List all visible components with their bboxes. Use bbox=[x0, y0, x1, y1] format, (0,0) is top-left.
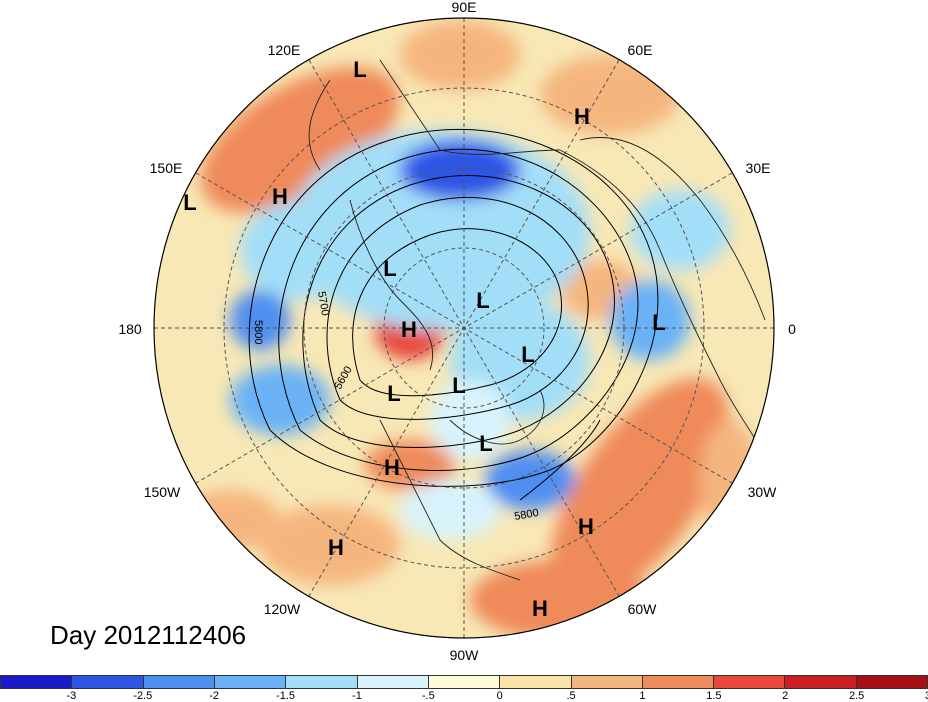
map-title: Day 2012112406 bbox=[50, 620, 247, 650]
pressure-center-high: H bbox=[384, 455, 400, 480]
colorbar-swatch bbox=[856, 675, 928, 689]
colorbar-swatch bbox=[214, 675, 287, 689]
pressure-center-high: H bbox=[401, 317, 417, 342]
contour-label: 5700 bbox=[315, 290, 331, 316]
pressure-center-low: L bbox=[383, 256, 396, 281]
lon-label-60w: 60W bbox=[628, 601, 658, 617]
colorbar-swatch bbox=[714, 675, 786, 689]
colorbar-swatch bbox=[642, 675, 715, 689]
pressure-center-high: H bbox=[574, 104, 590, 129]
colorbar-swatch bbox=[0, 675, 73, 689]
colorbar-swatch bbox=[72, 675, 144, 689]
colorbar-tick-label: -.5 bbox=[421, 690, 435, 702]
height-contours bbox=[248, 128, 659, 501]
colorbar-tick-label: 2.5 bbox=[848, 690, 865, 702]
colorbar-swatch bbox=[357, 675, 429, 689]
contour-label: 5800 bbox=[513, 507, 539, 523]
pressure-center-low: L bbox=[476, 288, 489, 313]
colorbar-tick-label: -2.5 bbox=[133, 690, 153, 702]
anomaly-field bbox=[154, 18, 774, 638]
colorbar-tick-label: 1.5 bbox=[706, 690, 722, 702]
lon-label-120e: 120E bbox=[268, 42, 301, 58]
graticule bbox=[154, 18, 774, 638]
contour-label: 5800 bbox=[252, 320, 264, 344]
colorbar-swatch bbox=[785, 675, 857, 689]
colorbar-tick-label: 0 bbox=[496, 690, 503, 702]
colorbar-swatch bbox=[428, 675, 501, 689]
pressure-center-low: L bbox=[353, 57, 366, 82]
pressure-center-low: L bbox=[652, 310, 665, 335]
lon-label-30e: 30E bbox=[746, 160, 771, 176]
pressure-center-low: L bbox=[183, 190, 196, 215]
lon-label-0: 0 bbox=[788, 321, 796, 337]
pressure-center-high: H bbox=[272, 184, 288, 209]
lon-label-150w: 150W bbox=[144, 484, 181, 500]
lon-label-30w: 30W bbox=[748, 484, 778, 500]
colorbar-swatch bbox=[286, 675, 358, 689]
colorbar-swatch bbox=[500, 675, 572, 689]
colorbar-tick-label: 3 bbox=[925, 690, 928, 702]
map-boundary bbox=[153, 17, 775, 639]
lon-label-120w: 120W bbox=[264, 601, 301, 617]
colorbar-tick-label: -3 bbox=[66, 690, 77, 702]
colorbar-tick-label: 2 bbox=[782, 690, 789, 702]
lon-label-180: 180 bbox=[118, 321, 142, 337]
colorbar-tick-label: 1 bbox=[639, 690, 646, 702]
colorbar-swatch bbox=[143, 675, 215, 689]
colorbar-swatch bbox=[571, 675, 643, 689]
pressure-center-low: L bbox=[452, 373, 465, 398]
coastlines bbox=[308, 59, 771, 581]
pressure-center-low: L bbox=[479, 431, 492, 456]
pressure-center-high: H bbox=[578, 514, 594, 539]
colorbar bbox=[0, 675, 928, 689]
lon-label-90e: 90E bbox=[452, 0, 477, 15]
colorbar-tick-label: -1 bbox=[352, 690, 362, 702]
colorbar-tick-label: -1.5 bbox=[276, 690, 296, 702]
lon-label-90w: 90W bbox=[450, 647, 480, 663]
lon-label-150e: 150E bbox=[150, 160, 183, 176]
pressure-center-low: L bbox=[387, 381, 400, 406]
colorbar-tick-label: -2 bbox=[209, 690, 220, 702]
pressure-center-low: L bbox=[521, 342, 534, 367]
pressure-center-high: H bbox=[328, 535, 344, 560]
pressure-center-high: H bbox=[532, 596, 548, 621]
colorbar-tick-label: .5 bbox=[566, 690, 576, 702]
lon-label-60e: 60E bbox=[628, 42, 653, 58]
